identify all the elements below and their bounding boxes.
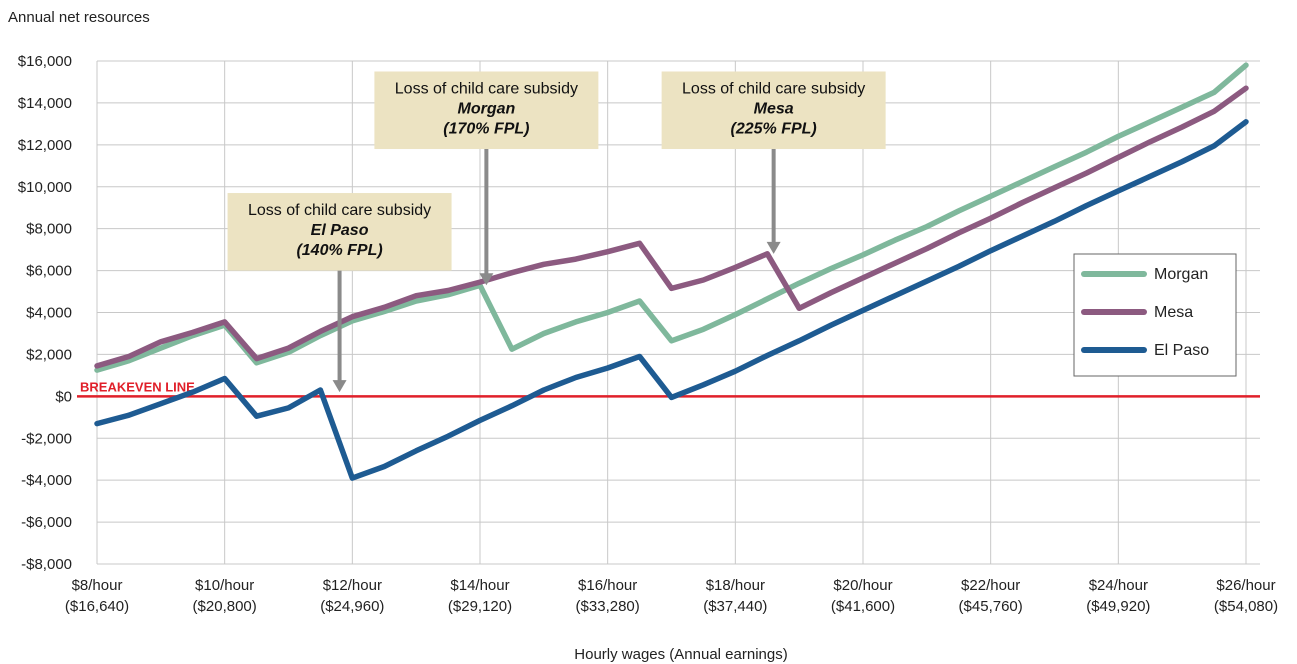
- annotation-layer: Loss of child care subsidy El Paso (140% F…: [227, 71, 886, 393]
- y-tick-label: $8,000: [26, 221, 72, 238]
- y-axis-title: Annual net resources: [8, 9, 150, 26]
- y-tick-label: -$8,000: [21, 556, 72, 573]
- annotation-arrow-head: [766, 241, 781, 254]
- y-tick-label: $0: [55, 388, 72, 405]
- x-tick-sublabel: ($41,600): [831, 598, 895, 615]
- legend-label-el-paso: El Paso: [1154, 342, 1209, 359]
- annotation-arrow-head: [479, 273, 494, 286]
- x-tick-sublabel: ($24,960): [320, 598, 384, 615]
- annotation-callout: Loss of child care subsidy Morgan (170% FP…: [374, 71, 599, 286]
- x-tick-sublabel: ($45,760): [959, 598, 1023, 615]
- breakeven-label: BREAKEVEN LINE: [80, 379, 195, 394]
- legend: Morgan Mesa El Paso: [1073, 253, 1237, 377]
- annotation-line3: (225% FPL): [731, 120, 817, 137]
- annotation-callout: Loss of child care subsidy El Paso (140% F…: [227, 193, 452, 393]
- x-tick-label: $12/hour: [323, 577, 382, 594]
- x-tick-sublabel: ($29,120): [448, 598, 512, 615]
- y-tick-label: $14,000: [18, 95, 72, 112]
- x-tick-label: $8/hour: [72, 577, 123, 594]
- x-axis-title: Hourly wages (Annual earnings): [574, 646, 787, 663]
- x-tick-sublabel: ($20,800): [193, 598, 257, 615]
- annotation-box: [374, 71, 599, 150]
- annotation-line2: Mesa: [754, 100, 794, 117]
- y-tick-label: -$2,000: [21, 430, 72, 447]
- x-tick-sublabel: ($33,280): [576, 598, 640, 615]
- x-tick-sublabel: ($49,920): [1086, 598, 1150, 615]
- annotation-box: [661, 71, 886, 150]
- y-axis-ticks: $16,000 $14,000 $12,000 $10,000 $8,000 $6,000…: [18, 53, 72, 573]
- y-tick-label: -$4,000: [21, 472, 72, 489]
- legend-label-morgan: Morgan: [1154, 266, 1208, 283]
- annotation-line1: Loss of child care subsidy: [395, 80, 578, 97]
- annotation-arrow-head: [332, 380, 347, 393]
- x-axis-ticks: $8/hour ($16,640) $10/hour ($20,800) $12/hou…: [65, 577, 1278, 615]
- series-line-el-paso: [94, 119, 1249, 481]
- x-tick-label: $26/hour: [1216, 577, 1275, 594]
- annotation-callout: Loss of child care subsidy Mesa (225% FPL): [661, 71, 886, 254]
- annotation-line3: (140% FPL): [296, 242, 382, 259]
- annotation-line2: El Paso: [311, 222, 369, 239]
- y-tick-label: $6,000: [26, 263, 72, 280]
- annotation-line3: (170% FPL): [443, 120, 529, 137]
- x-tick-label: $20/hour: [833, 577, 892, 594]
- y-tick-label: $2,000: [26, 346, 72, 363]
- x-tick-sublabel: ($16,640): [65, 598, 129, 615]
- x-tick-sublabel: ($54,080): [1214, 598, 1278, 615]
- annotation-box: [227, 193, 452, 271]
- x-tick-label: $22/hour: [961, 577, 1020, 594]
- legend-label-mesa: Mesa: [1154, 304, 1193, 321]
- series-line-morgan: [94, 62, 1249, 373]
- x-tick-label: $14/hour: [450, 577, 509, 594]
- y-tick-label: $12,000: [18, 137, 72, 154]
- y-tick-label: $16,000: [18, 53, 72, 70]
- x-tick-label: $18/hour: [706, 577, 765, 594]
- y-tick-label: $10,000: [18, 179, 72, 196]
- x-tick-sublabel: ($37,440): [703, 598, 767, 615]
- x-tick-label: $16/hour: [578, 577, 637, 594]
- series-line-mesa: [94, 85, 1249, 369]
- y-tick-label: $4,000: [26, 305, 72, 322]
- annotation-line1: Loss of child care subsidy: [682, 80, 865, 97]
- x-tick-label: $24/hour: [1089, 577, 1148, 594]
- y-tick-label: -$6,000: [21, 514, 72, 531]
- series-layer: [94, 62, 1249, 481]
- annotation-line1: Loss of child care subsidy: [248, 202, 431, 219]
- annotation-line2: Morgan: [457, 100, 515, 117]
- x-tick-label: $10/hour: [195, 577, 254, 594]
